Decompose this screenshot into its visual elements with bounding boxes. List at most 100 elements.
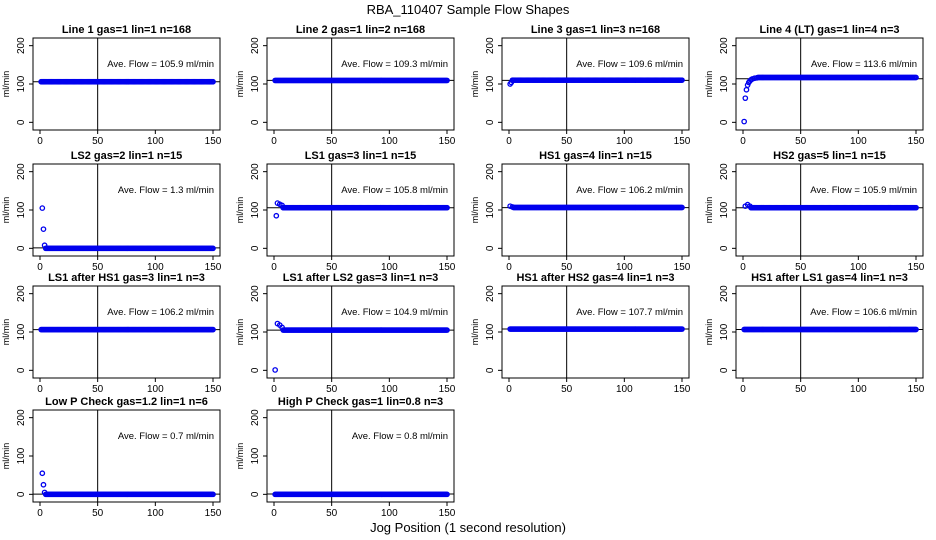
transient-point: [40, 226, 47, 233]
y-tick-label: 100: [16, 75, 27, 92]
panel-7: HS1 gas=4 lin=1 n=15 ml/min 0 100 200 0 50 100 1…: [470, 150, 691, 273]
y-axis-label: ml/min: [1, 197, 11, 224]
x-tick-label: 100: [850, 262, 867, 273]
y-tick-label: 200: [485, 285, 496, 302]
y-tick-label: 0: [485, 245, 496, 251]
transient-point: [279, 324, 285, 331]
plot-frame: [501, 37, 690, 131]
transient-point: [753, 75, 760, 81]
panel-title: Line 4 (LT) gas=1 lin=4 n=3: [759, 24, 899, 36]
y-tick-label: 200: [719, 285, 730, 302]
x-tick-label: 0: [37, 262, 43, 273]
plateau-points: [272, 77, 450, 84]
average-flow-annotation: Ave. Flow = 105.8 ml/min: [341, 185, 448, 196]
x-tick-label: 0: [271, 262, 277, 273]
y-axis-label: ml/min: [470, 197, 480, 224]
panel-1: Line 1 gas=1 lin=1 n=168 ml/min 0 100 200 0 50…: [1, 24, 222, 147]
y-axis-label: ml/min: [235, 197, 245, 224]
panel-12: HS1 after LS1 gas=4 lin=1 n=3 ml/min 0 100 2…: [704, 272, 925, 395]
y-tick-label: 0: [16, 245, 27, 251]
y-tick-label: 200: [250, 163, 261, 180]
y-tick-label: 100: [719, 323, 730, 340]
y-tick-label: 200: [485, 163, 496, 180]
y-tick-label: 100: [16, 201, 27, 218]
transient-point: [41, 242, 48, 249]
x-tick-label: 50: [92, 508, 104, 519]
x-tick-label: 100: [147, 136, 164, 147]
panel-title: HS1 after LS1 gas=4 lin=1 n=3: [751, 272, 908, 284]
x-tick-label: 0: [740, 262, 746, 273]
y-axis-label: ml/min: [1, 71, 11, 98]
x-tick-label: 50: [795, 262, 807, 273]
y-tick-label: 0: [16, 119, 27, 125]
plot-frame: [266, 37, 455, 131]
y-tick-label: 0: [485, 119, 496, 125]
average-flow-annotation: Ave. Flow = 107.7 ml/min: [576, 307, 683, 318]
plateau-points: [509, 77, 685, 84]
panel-title: Low P Check gas=1.2 lin=1 n=6: [45, 396, 208, 408]
panel-title: Line 2 gas=1 lin=2 n=168: [296, 24, 425, 36]
plateau-points: [42, 491, 216, 498]
y-axis-label: ml/min: [704, 71, 714, 98]
x-tick-label: 50: [561, 136, 573, 147]
x-tick-label: 150: [908, 262, 925, 273]
transient-point: [273, 212, 280, 219]
data-point: [679, 77, 685, 84]
y-axis-label: ml/min: [235, 443, 245, 470]
transient-point: [743, 86, 750, 93]
average-flow-annotation: Ave. Flow = 113.6 ml/min: [811, 59, 917, 70]
x-tick-label: 100: [850, 384, 867, 395]
x-tick-label: 100: [381, 136, 398, 147]
data-point: [913, 74, 919, 81]
x-tick-label: 150: [674, 136, 691, 147]
transient-point: [39, 205, 46, 211]
x-tick-label: 150: [205, 262, 222, 273]
panel-title: HS2 gas=5 lin=1 n=15: [773, 150, 886, 162]
panel-6: LS1 gas=3 lin=1 n=15 ml/min 0 100 200 0 50 100 1…: [235, 150, 456, 273]
y-tick-label: 200: [485, 37, 496, 54]
x-tick-label: 0: [271, 384, 277, 395]
data-point: [210, 326, 216, 333]
panel-grid: Line 1 gas=1 lin=1 n=168 ml/min 0 100 200 0 50…: [1, 24, 925, 519]
x-tick-label: 150: [439, 384, 456, 395]
panel-10: LS1 after LS2 gas=3 lin=1 n=3 ml/min 0 100 2…: [235, 272, 456, 395]
transient-point: [747, 203, 753, 210]
y-tick-label: 100: [16, 323, 27, 340]
average-flow-annotation: Ave. Flow = 1.3 ml/min: [118, 185, 214, 196]
panel-title: LS2 gas=2 lin=1 n=15: [71, 150, 183, 162]
average-flow-annotation: Ave. Flow = 104.9 ml/min: [341, 307, 448, 318]
x-tick-label: 50: [326, 508, 338, 519]
y-axis-label: ml/min: [1, 443, 11, 470]
data-point: [679, 326, 685, 332]
transient-point: [41, 489, 48, 496]
data-point: [210, 491, 216, 498]
transient-point: [741, 118, 748, 125]
y-tick-label: 100: [719, 201, 730, 218]
x-tick-label: 50: [92, 262, 104, 273]
x-tick-label: 50: [326, 384, 338, 395]
data-point: [444, 77, 450, 84]
x-tick-label: 100: [850, 136, 867, 147]
plateau-points: [38, 326, 216, 333]
data-point: [679, 204, 685, 211]
y-axis-label: ml/min: [235, 319, 245, 346]
y-tick-label: 0: [250, 367, 261, 373]
x-tick-label: 150: [205, 508, 222, 519]
x-tick-label: 0: [506, 262, 512, 273]
x-tick-label: 0: [271, 136, 277, 147]
panel-8: HS2 gas=5 lin=1 n=15 ml/min 0 100 200 0 50 100 1…: [704, 150, 925, 273]
data-point: [913, 204, 919, 211]
transient-point: [508, 79, 515, 86]
x-tick-label: 150: [674, 262, 691, 273]
x-tick-label: 100: [381, 384, 398, 395]
y-tick-label: 200: [250, 37, 261, 54]
x-tick-label: 150: [908, 384, 925, 395]
y-tick-label: 100: [485, 75, 496, 92]
x-tick-label: 0: [37, 508, 43, 519]
y-tick-label: 100: [250, 75, 261, 92]
transient-point: [40, 481, 47, 488]
panel-title: HS1 after HS2 gas=4 lin=1 n=3: [516, 272, 674, 284]
y-tick-label: 0: [485, 367, 496, 373]
x-axis-label: Jog Position (1 second resolution): [370, 520, 566, 535]
y-tick-label: 100: [485, 323, 496, 340]
